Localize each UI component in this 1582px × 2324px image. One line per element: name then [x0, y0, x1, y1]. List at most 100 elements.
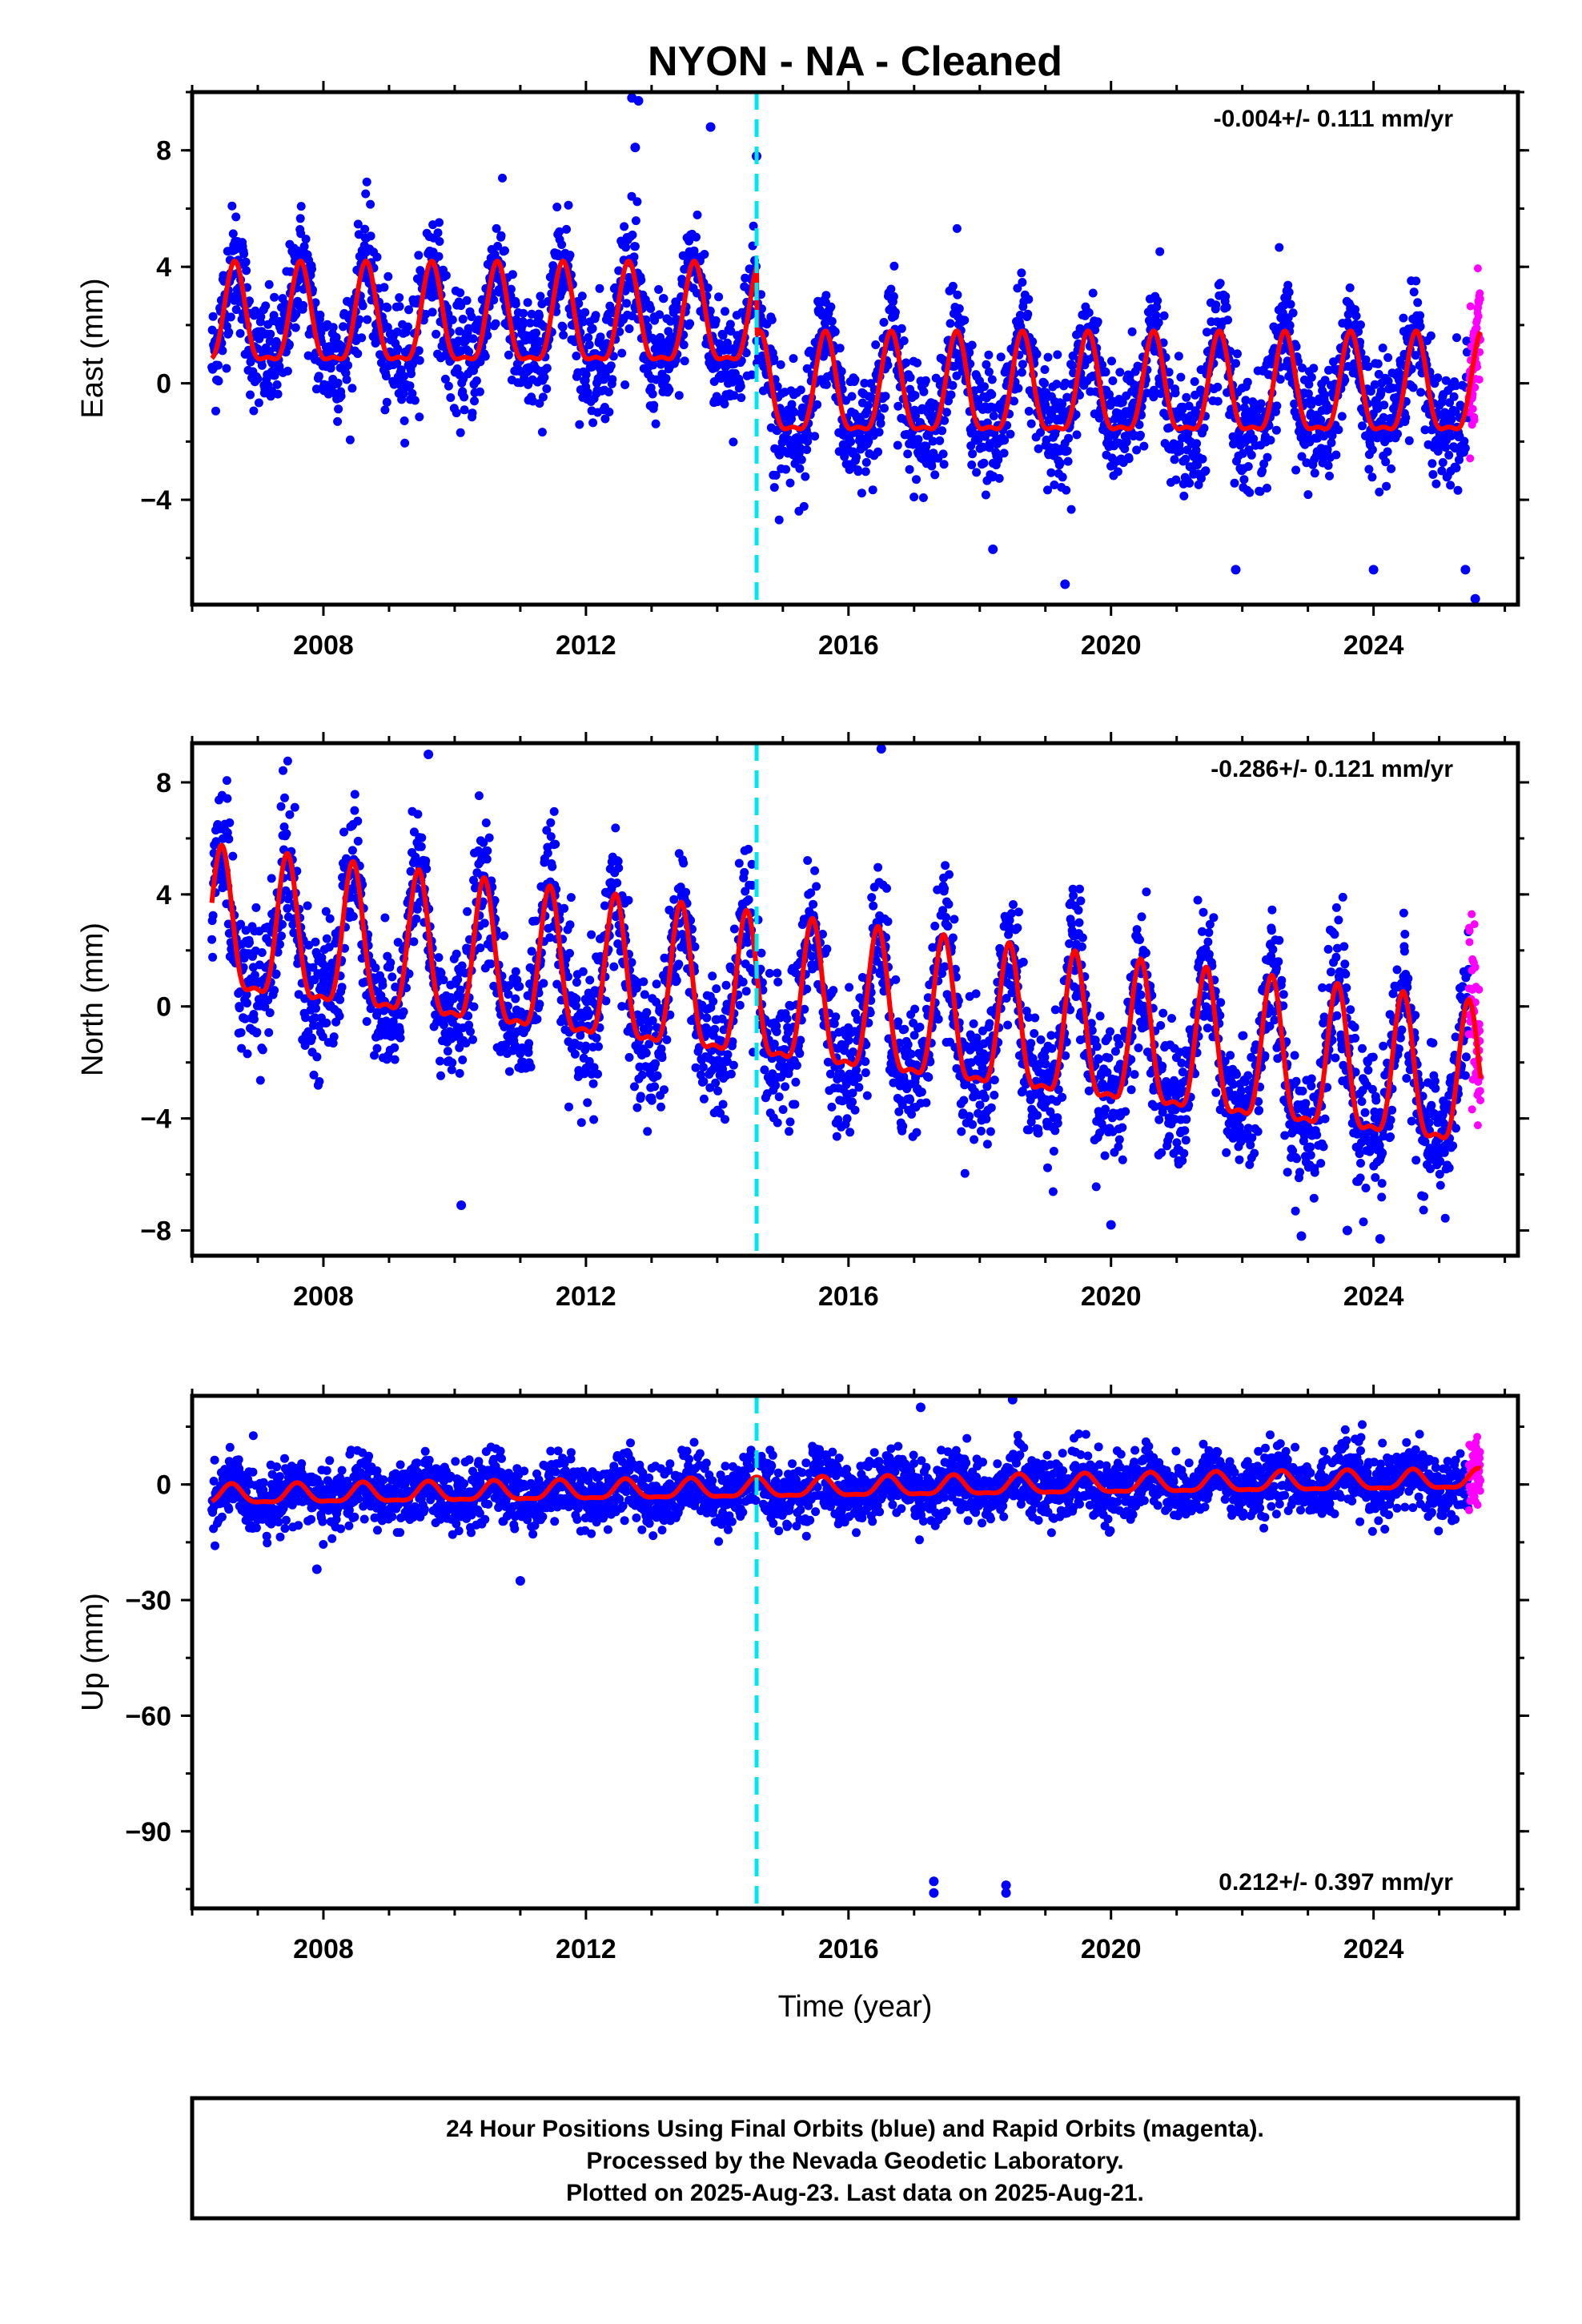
east-data-point [1239, 475, 1249, 485]
east-rapid-point [1476, 295, 1484, 304]
east-data-point [893, 401, 903, 411]
east-data-point [383, 323, 392, 332]
east-data-point [492, 223, 501, 233]
east-data-point [1062, 485, 1071, 495]
east-data-point [802, 364, 812, 373]
north-data-point [243, 1049, 252, 1059]
east-data-point [1345, 283, 1355, 292]
north-data-point [636, 1092, 645, 1101]
east-data-point [1438, 458, 1447, 467]
east-data-point [996, 352, 1006, 362]
east-data-point [1062, 446, 1072, 456]
north-data-point [290, 802, 299, 812]
east-data-point [913, 435, 923, 444]
north-data-point [662, 1035, 672, 1044]
north-data-point [362, 1017, 371, 1026]
east-data-point [685, 319, 695, 328]
north-data-point [738, 977, 748, 987]
east-data-point [542, 384, 552, 393]
east-data-point [581, 370, 591, 380]
north-data-point [243, 999, 251, 1008]
north-data-point [848, 1097, 857, 1107]
north-data-point [387, 972, 397, 982]
north-data-point [422, 864, 432, 874]
north-data-point [337, 983, 347, 992]
east-data-point [650, 316, 660, 325]
east-data-point [787, 414, 796, 424]
east-data-point [1453, 485, 1463, 495]
east-data-point [1258, 466, 1267, 476]
east-data-point [1354, 327, 1363, 336]
east-data-point [769, 354, 779, 364]
north-data-point [311, 937, 320, 947]
east-data-point [414, 251, 424, 260]
north-data-point [592, 1033, 601, 1043]
east-y-tick-label: 4 [156, 252, 171, 283]
east-data-point [464, 347, 474, 356]
north-data-point [726, 1069, 736, 1079]
east-data-point [948, 380, 958, 390]
chart-title: NYON - NA - Cleaned [648, 38, 1062, 85]
east-data-point [363, 315, 372, 324]
east-data-point [408, 388, 417, 398]
east-data-point [967, 460, 977, 469]
east-data-point [1107, 356, 1116, 366]
north-data-point [713, 1086, 723, 1096]
north-data-point [280, 793, 289, 802]
north-data-point [681, 887, 691, 897]
east-data-point [227, 201, 237, 211]
east-y-tick-label: 8 [156, 136, 171, 167]
east-data-point [1142, 388, 1151, 398]
north-data-point [842, 1114, 852, 1124]
east-data-point [381, 372, 391, 381]
east-data-point [400, 372, 409, 381]
east-data-point [826, 302, 836, 312]
east-rapid-point [1468, 404, 1477, 413]
east-data-point [648, 360, 658, 370]
north-data-point [251, 903, 261, 912]
east-data-point [301, 235, 311, 243]
east-rapid-point [1466, 302, 1475, 311]
north-data-point [647, 1096, 656, 1105]
north-data-point [564, 1102, 573, 1112]
north-data-point [832, 1132, 841, 1141]
east-data-point [1149, 385, 1158, 395]
east-data-point [1015, 311, 1025, 320]
east-y-axis-label: East (mm) [76, 278, 110, 418]
east-data-point [813, 400, 822, 409]
east-data-point [649, 400, 659, 410]
east-data-point [504, 350, 513, 360]
east-data-point [575, 420, 584, 429]
east-outlier-point [1060, 579, 1070, 589]
east-data-point [692, 232, 701, 242]
east-data-point [620, 222, 629, 231]
east-data-point [341, 368, 351, 378]
east-data-point [1149, 392, 1158, 402]
east-data-point [334, 404, 343, 414]
east-data-point [718, 331, 728, 340]
east-data-point [1190, 377, 1199, 386]
east-data-point [1013, 283, 1022, 293]
north-data-point [785, 1117, 795, 1127]
east-data-point [1316, 415, 1326, 424]
north-data-point [277, 931, 286, 941]
east-data-point [557, 240, 567, 249]
east-data-point [741, 273, 750, 283]
north-data-point [482, 854, 492, 864]
east-data-point [1213, 382, 1223, 392]
north-data-point [257, 948, 267, 957]
east-data-point [1379, 400, 1389, 410]
east-data-point [273, 389, 283, 399]
north-data-point [679, 858, 689, 868]
east-data-point [651, 419, 661, 428]
north-data-point [585, 975, 595, 985]
east-data-point [404, 305, 413, 315]
east-data-point [980, 432, 990, 441]
north-data-point [778, 1105, 788, 1114]
east-data-point [1199, 424, 1209, 433]
east-data-point [400, 416, 409, 425]
east-data-point [231, 212, 241, 222]
north-data-point [709, 997, 718, 1006]
east-data-point [979, 458, 989, 468]
east-data-point [680, 356, 689, 366]
